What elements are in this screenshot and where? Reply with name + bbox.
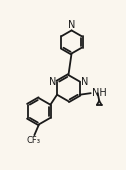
Text: NH: NH	[92, 88, 107, 98]
Text: N: N	[49, 77, 56, 87]
Text: N: N	[68, 20, 75, 30]
Text: CF₃: CF₃	[27, 136, 41, 145]
Text: N: N	[81, 77, 88, 87]
